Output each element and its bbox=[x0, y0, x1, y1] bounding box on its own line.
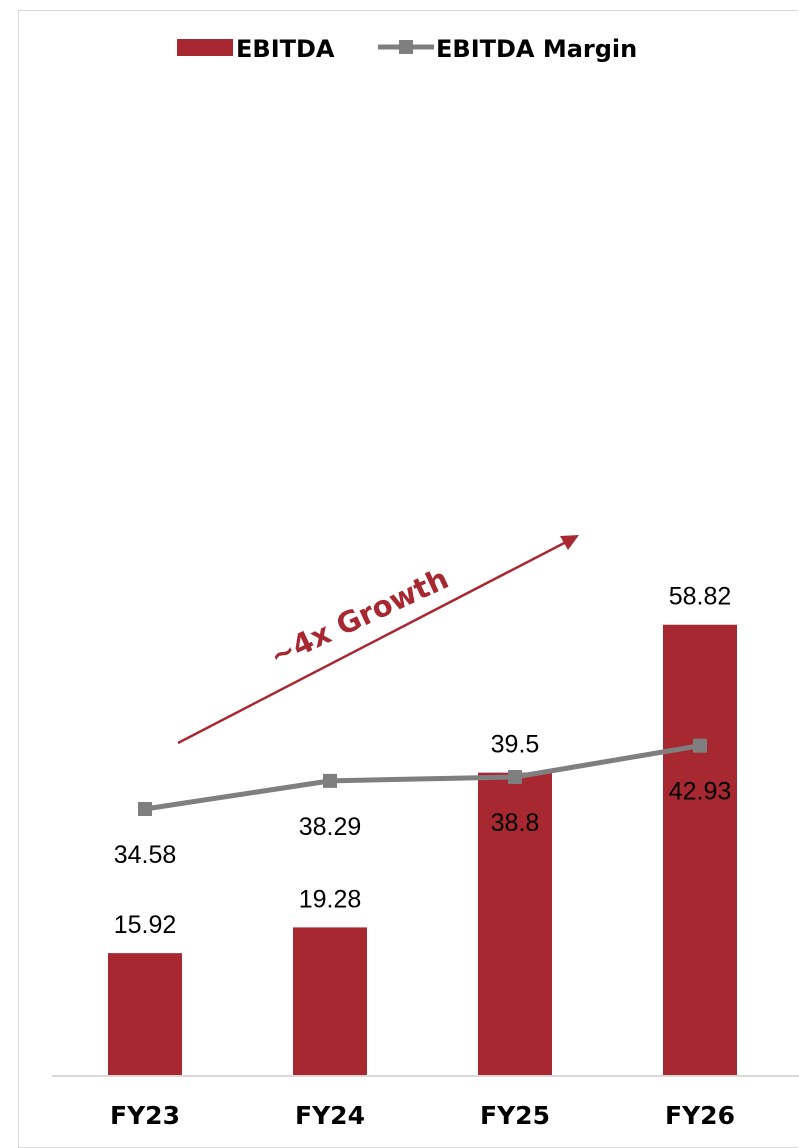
growth-arrowhead bbox=[560, 535, 579, 550]
bar-fy25 bbox=[478, 772, 552, 1075]
margin-value-label: 38.29 bbox=[299, 813, 362, 841]
legend-label-ebitda: EBITDA bbox=[236, 35, 335, 63]
legend-swatch-ebitda bbox=[177, 39, 233, 56]
category-tick-label: FY25 bbox=[480, 1101, 550, 1130]
bar-fy23 bbox=[108, 953, 182, 1075]
margin-line bbox=[144, 743, 701, 812]
bar-fy24 bbox=[293, 927, 367, 1075]
margin-marker bbox=[508, 769, 522, 784]
bar-value-label: 19.28 bbox=[299, 885, 362, 913]
growth-label: ~4x Growth bbox=[265, 561, 454, 673]
legend-swatch-margin-marker bbox=[399, 40, 413, 54]
category-tick-label: FY23 bbox=[110, 1101, 180, 1130]
growth-arrow bbox=[177, 538, 571, 745]
bar-fy26 bbox=[663, 624, 737, 1075]
labels-layer: 15.92 19.28 39.5 58.82 34.58 38.29 38.8 42.93 bbox=[114, 583, 732, 939]
category-tick-label: FY24 bbox=[295, 1101, 365, 1130]
margin-value-label: 34.58 bbox=[114, 841, 177, 869]
margin-marker bbox=[693, 738, 707, 753]
bar-value-label: 58.82 bbox=[669, 583, 732, 611]
margin-marker bbox=[323, 773, 337, 788]
margin-value-label: 42.93 bbox=[669, 778, 732, 806]
bar-value-label: 39.5 bbox=[491, 731, 540, 759]
bar-value-label: 15.92 bbox=[114, 911, 177, 939]
margin-value-label: 38.8 bbox=[491, 809, 540, 837]
legend-label-margin: EBITDA Margin bbox=[436, 35, 637, 63]
bars-layer bbox=[108, 624, 737, 1075]
legend: EBITDA EBITDA Margin bbox=[177, 35, 637, 63]
margin-marker bbox=[138, 802, 152, 816]
category-axis: FY23 FY24 FY25 FY26 bbox=[110, 1101, 735, 1130]
line-layer bbox=[138, 738, 707, 816]
growth-annotation: ~4x Growth bbox=[177, 535, 579, 745]
category-tick-label: FY26 bbox=[665, 1101, 735, 1130]
